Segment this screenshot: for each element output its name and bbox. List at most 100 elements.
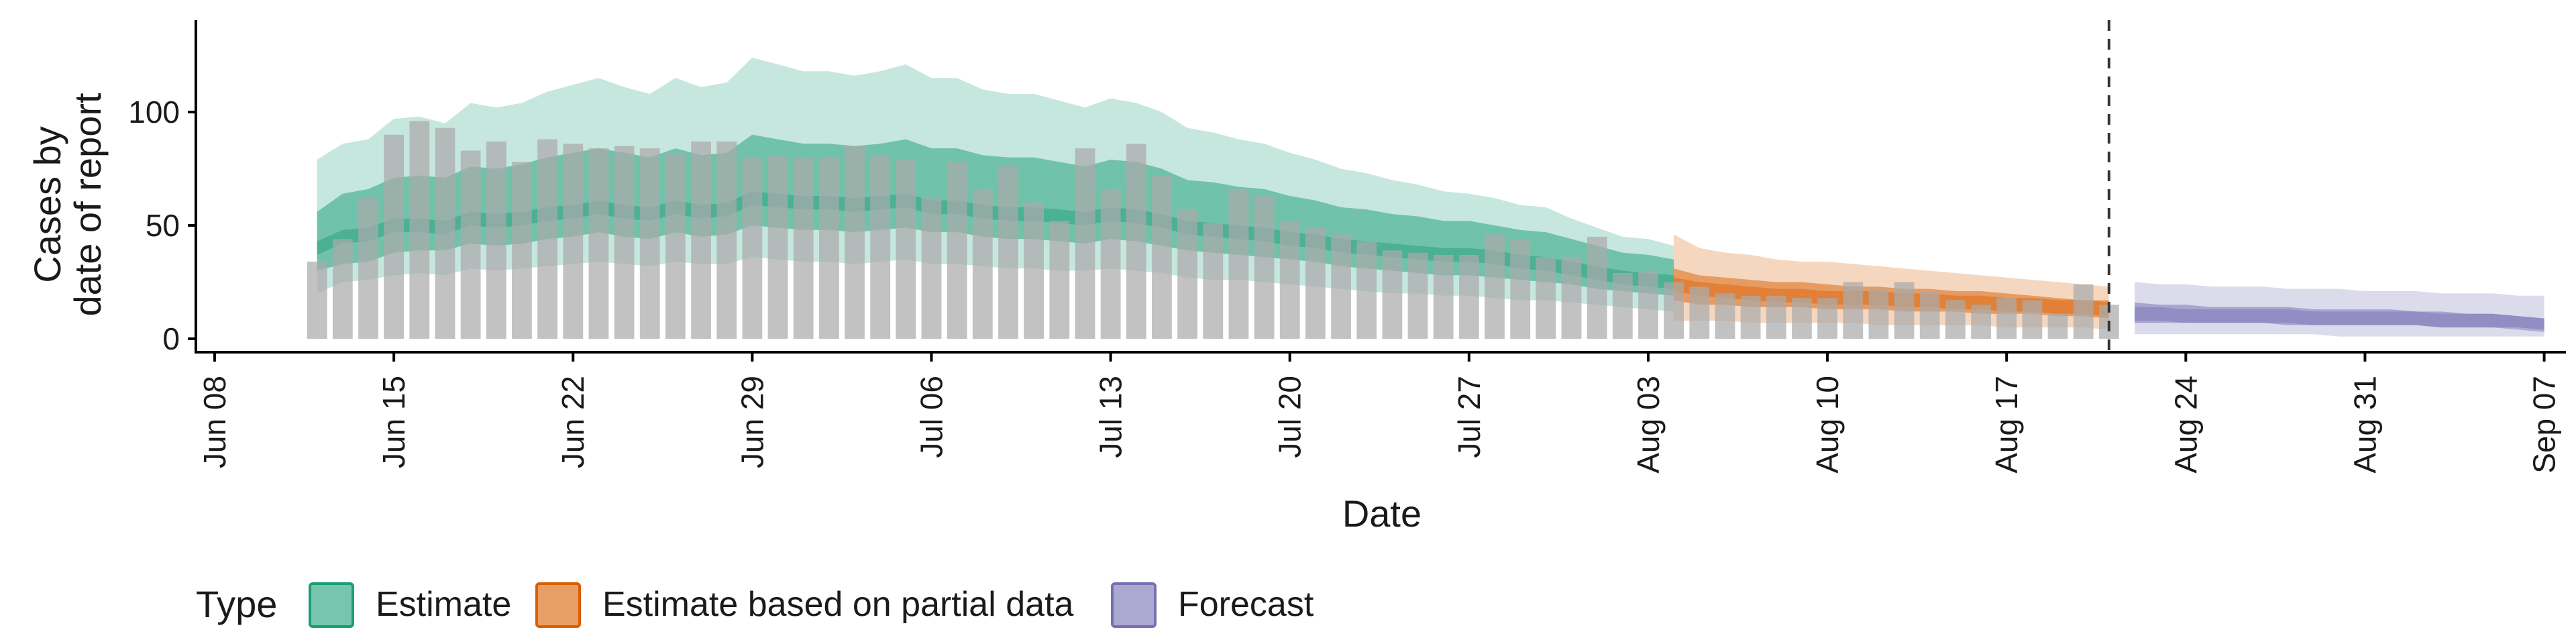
reported-cases-bar-day-21 [742,157,763,339]
x-tick-label-jun-15: Jun 15 [376,376,411,468]
reported-cases-bar-day-19 [691,141,711,339]
reported-cases-bar-day-48 [1433,254,1454,339]
x-tick-label-aug-10: Aug 10 [1810,376,1845,474]
reported-cases-bar-day-42 [1279,221,1300,339]
y-tick-label-0: 0 [162,321,180,356]
reported-cases-bar-day-69 [1971,305,1991,339]
reported-cases-bar-day-15 [588,148,609,339]
reported-cases-bar-day-34 [1075,148,1095,339]
x-tick-label-jun-29: Jun 29 [735,376,769,468]
legend-title: Type [196,583,277,625]
x-tick-label-jun-22: Jun 22 [555,376,590,468]
x-tick-label-aug-31: Aug 31 [2347,376,2382,474]
reported-cases-bar-day-50 [1485,234,1505,339]
x-tick-label-aug-17: Aug 17 [1989,376,2024,474]
reported-cases-bar-day-51 [1510,239,1531,339]
reported-cases-bar-day-68 [1945,300,1966,339]
legend-key-estimate [309,582,354,628]
forecast-50-interval-band [2135,302,2544,330]
reported-cases-bar-day-64 [1843,282,1864,339]
reported-cases-bar-day-25 [845,146,865,339]
reported-cases-bar-day-59 [1715,293,1735,339]
reported-cases-bar-day-14 [563,144,584,339]
reported-cases-bar-day-32 [1024,203,1044,339]
x-axis-title: Date [1342,492,1421,535]
reported-cases-bar-day-7 [384,134,404,339]
reported-cases-bar-day-33 [1049,221,1070,339]
reported-cases-bar-day-54 [1587,236,1607,339]
x-tick-label-aug-24: Aug 24 [2168,376,2203,474]
reported-cases-bars [307,121,2119,339]
legend-label-partial-estimate: Estimate based on partial data [602,585,1074,624]
x-tick-label-jul-13: Jul 13 [1093,376,1128,458]
legend-label-forecast: Forecast [1178,585,1314,624]
x-axis-ticks: Jun 08 Jun 15 Jun 22 Jun 29 Jul 06 Jul 13 Jul … [197,352,2562,474]
reported-cases-bar-day-27 [896,160,916,339]
reported-cases-bar-day-9 [435,127,455,339]
reported-cases-bar-day-18 [665,152,686,339]
reported-cases-bar-day-71 [2022,300,2043,339]
reported-cases-bar-day-12 [512,162,532,339]
reported-cases-bar-day-67 [1919,291,1940,339]
reported-cases-bar-day-5 [332,239,353,339]
y-tick-label-100: 100 [128,95,180,129]
reported-cases-bar-day-23 [793,157,814,339]
reported-cases-bar-day-72 [2047,313,2068,339]
reported-cases-bar-day-57 [1664,282,1684,339]
legend-key-partial-estimate [535,582,581,628]
x-axis: Jun 08 Jun 15 Jun 22 Jun 29 Jul 06 Jul 13 Jul … [195,351,2566,474]
y-axis-title-line-2: date of report [66,93,109,317]
reported-cases-bar-day-49 [1459,254,1479,339]
reported-cases-bar-day-73 [2073,284,2094,339]
x-tick-label-aug-03: Aug 03 [1631,376,1666,474]
reported-cases-bar-day-11 [486,141,506,339]
x-tick-label-jul-20: Jul 20 [1273,376,1307,458]
y-tick-label-50: 50 [146,208,180,243]
legend-label-estimate: Estimate [376,585,511,624]
reported-cases-bar-day-6 [358,198,378,339]
x-tick-label-jul-06: Jul 06 [914,376,949,458]
reported-cases-bar-day-63 [1817,298,1837,339]
reported-cases-bar-day-10 [460,150,481,339]
reported-cases-bar-day-36 [1126,144,1146,339]
reported-cases-bar-day-31 [998,166,1018,339]
reported-cases-bar-day-47 [1407,252,1428,339]
reported-cases-bar-day-39 [1203,223,1224,339]
reported-cases-bar-day-46 [1382,250,1403,339]
reported-cases-bar-day-66 [1894,282,1915,339]
reported-cases-bar-day-38 [1177,209,1197,339]
x-tick-label-jul-27: Jul 27 [1452,376,1487,458]
reported-cases-bar-day-60 [1740,295,1761,339]
legend: Type Estimate Estimate based on partial … [196,582,1314,628]
reported-cases-bar-day-29 [947,162,967,339]
reported-cases-bar-day-40 [1228,189,1249,339]
reported-cases-bar-day-62 [1792,298,1812,339]
x-tick-label-jun-08: Jun 08 [197,376,232,468]
y-axis-title-line-1: Cases by [26,126,68,282]
x-tick-label-sep-07: Sep 07 [2527,376,2562,474]
reported-cases-bar-day-44 [1331,234,1351,339]
reported-cases-bar-day-70 [1996,298,2017,339]
reported-cases-bar-day-58 [1689,286,1710,339]
reported-cases-bar-day-45 [1356,241,1377,339]
reported-cases-bar-day-35 [1100,189,1121,339]
y-axis: 0 50 100 [128,20,197,356]
reported-cases-bar-day-16 [614,146,635,339]
reported-cases-bar-day-28 [921,198,942,339]
reported-cases-bar-day-56 [1638,270,1658,339]
reported-cases-bar-day-41 [1254,196,1275,339]
reported-cases-bar-day-4 [307,262,327,339]
reported-cases-bar-day-65 [1868,288,1889,339]
reported-cases-bar-day-8 [409,121,430,339]
reported-cases-bar-day-26 [870,155,891,339]
reported-cases-bar-day-61 [1766,295,1786,339]
reported-cases-bar-day-24 [819,157,839,339]
reported-cases-bar-day-30 [972,189,993,339]
reported-cases-bar-day-52 [1536,257,1556,339]
reported-cases-bar-day-20 [716,141,737,339]
reported-cases-bar-day-22 [767,155,788,339]
reported-cases-bar-day-17 [639,148,660,339]
y-axis-ticks: 0 50 100 [128,95,196,356]
legend-key-forecast [1111,582,1157,628]
